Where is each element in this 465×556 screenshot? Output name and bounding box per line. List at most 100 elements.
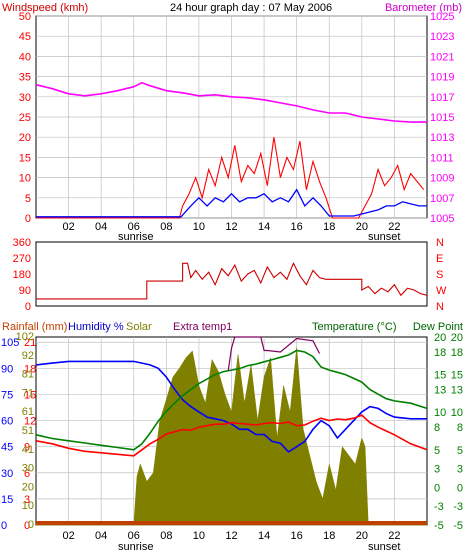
- rain-ytick-label: 15: [24, 389, 36, 401]
- baro-ytick-label: 1021: [430, 51, 454, 63]
- wind-xtick-label: 20: [356, 221, 368, 233]
- wind-xtick-label: 12: [225, 221, 237, 233]
- temp-ytick-label: 15: [434, 370, 446, 382]
- temp-xtick-label: 12: [225, 530, 237, 542]
- wind-xtick-label: 16: [291, 221, 303, 233]
- solar-ytick-label: 20: [22, 481, 34, 493]
- direction-series: [36, 261, 428, 300]
- baro-ytick-label: 1017: [430, 92, 454, 104]
- wind-ytick-label: 20: [19, 132, 31, 144]
- dewpoint-ytick-label: 10: [451, 407, 463, 419]
- temp-xtick-label: 02: [62, 530, 74, 542]
- extra-temp-line: [227, 336, 321, 371]
- header-left-label: Windspeed (kmh): [2, 2, 88, 14]
- wind-ytick-label: 5: [25, 193, 31, 205]
- dewpoint-line: [35, 349, 428, 451]
- legend-temperature: Temperature (°C): [312, 321, 396, 333]
- compass-tick-label: E: [436, 253, 443, 265]
- legend-rainfall: Rainfall (mm): [2, 321, 67, 333]
- wind-xtick-label: 02: [62, 221, 74, 233]
- wind-direction-line: [36, 261, 428, 300]
- dewpoint-ytick-label: 13: [451, 385, 463, 397]
- dewpoint-ytick-label: 5: [457, 445, 463, 457]
- rain-ytick-label: 9: [24, 442, 30, 454]
- sunrise-label-top: sunrise: [118, 231, 153, 243]
- legend-solar: Solar: [126, 321, 152, 333]
- temp-ytick-label: 8: [434, 422, 440, 434]
- baro-ytick-label: 1019: [430, 72, 454, 84]
- wind-ytick-label: 10: [19, 173, 31, 185]
- humidity-ytick-label: 30: [1, 468, 13, 480]
- solar-area: [36, 347, 427, 526]
- temp-xtick-label: 04: [95, 530, 107, 542]
- wind-ytick-label: 35: [19, 72, 31, 84]
- dewpoint-ytick-label: 0: [457, 482, 463, 494]
- baro-ytick-label: 1011: [430, 152, 454, 164]
- sunset-label-top: sunset: [368, 231, 400, 243]
- wind-xtick-label: 06: [128, 221, 140, 233]
- compass-tick-label: W: [436, 285, 447, 297]
- solar-ytick-label: 10: [22, 500, 34, 512]
- rain-ytick-label: 18: [24, 363, 36, 375]
- wind-average-line: [36, 188, 427, 218]
- direction-ytick-label: 0: [25, 301, 31, 313]
- rain-ytick-label: 12: [24, 416, 36, 428]
- dewpoint-ytick-label: -5: [453, 520, 463, 532]
- wind-ytick-label: 45: [19, 31, 31, 43]
- legend-dewpoint: Dew Point: [413, 321, 463, 333]
- wind-xtick-label: 18: [323, 221, 335, 233]
- temp-xtick-label: 14: [258, 530, 270, 542]
- sunrise-label-bottom: sunrise: [118, 541, 153, 553]
- humidity-ytick-label: 105: [1, 337, 19, 349]
- dewpoint-ytick-label: 8: [457, 422, 463, 434]
- solar-ytick-label: 41: [22, 444, 34, 456]
- temp-xtick-label: 20: [356, 530, 368, 542]
- wind-ytick-label: 25: [19, 112, 31, 124]
- temp-ytick-label: 18: [434, 347, 446, 359]
- solar-bars: [36, 347, 427, 526]
- wind-xtick-label: 22: [388, 221, 400, 233]
- baro-ytick-label: 1009: [430, 173, 454, 185]
- wind-xtick-label: 10: [193, 221, 205, 233]
- temp-xtick-label: 22: [388, 530, 400, 542]
- dewpoint-ytick-label: 20: [451, 332, 463, 344]
- solar-ytick-label: 71: [22, 387, 34, 399]
- barometer-line: [35, 81, 427, 123]
- solar-ytick-label: 61: [22, 406, 34, 418]
- panel-direction-frame: [35, 241, 428, 307]
- legend-extra: Extra temp1: [173, 321, 232, 333]
- temp-ytick-label: 5: [434, 445, 440, 457]
- dewpoint-ytick-label: 15: [451, 370, 463, 382]
- temp-ytick-label: 3: [434, 464, 440, 476]
- wind-ytick-label: 40: [19, 51, 31, 63]
- solar-ytick-label: 0: [28, 519, 34, 531]
- compass-tick-label: N: [436, 301, 444, 313]
- wind-series: [35, 81, 427, 219]
- axes-labels: 0510152025303540455010051007100910111013…: [1, 11, 463, 542]
- rain-ytick-label: 21: [24, 337, 36, 349]
- baro-ytick-label: 1025: [430, 11, 454, 23]
- wind-xtick-label: 08: [160, 221, 172, 233]
- temp-ytick-label: -3: [434, 501, 444, 513]
- humidity-ytick-label: 60: [1, 416, 13, 428]
- direction-ytick-label: 360: [13, 237, 31, 249]
- wind-gust-line: [36, 137, 425, 219]
- humidity-ytick-label: 90: [1, 363, 13, 375]
- temp-xtick-label: 10: [193, 530, 205, 542]
- direction-ytick-label: 90: [19, 285, 31, 297]
- header-title: 24 hour graph day : 07 May 2006: [170, 2, 332, 14]
- temp-ytick-label: 13: [434, 385, 446, 397]
- temp-series: [35, 336, 428, 525]
- header-right-label: Barometer (mb): [385, 2, 462, 14]
- compass-tick-label: S: [436, 269, 443, 281]
- solar-ytick-label: 51: [22, 425, 34, 437]
- temp-xtick-label: 08: [160, 530, 172, 542]
- humidity-ytick-label: 45: [1, 442, 13, 454]
- rain-ytick-label: 3: [24, 494, 30, 506]
- legend-humidity: Humidity %: [68, 321, 124, 333]
- humidity-ytick-label: 75: [1, 389, 13, 401]
- humidity-ytick-label: 15: [1, 494, 13, 506]
- rainfall-bar: [36, 521, 427, 525]
- wind-ytick-label: 50: [19, 11, 31, 23]
